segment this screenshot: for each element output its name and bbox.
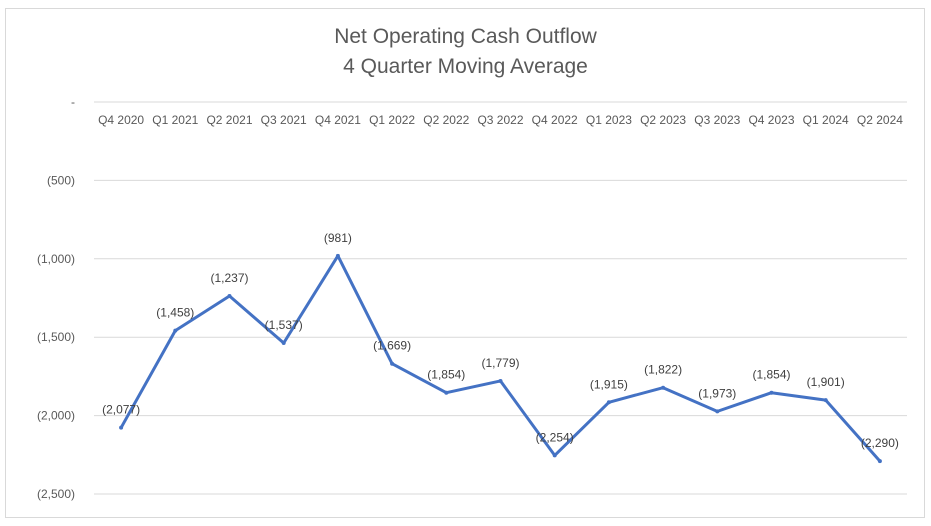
x-tick-label: Q2 2023: [640, 113, 686, 127]
x-tick-label: Q3 2023: [694, 113, 740, 127]
y-tick-label: (500): [47, 173, 75, 187]
data-point: [444, 390, 449, 395]
data-point: [119, 425, 124, 430]
data-point: [552, 453, 557, 458]
x-tick-label: Q1 2021: [152, 113, 198, 127]
x-tick-label: Q4 2021: [315, 113, 361, 127]
data-label: (2,077): [102, 403, 140, 417]
data-label: (1,237): [210, 271, 248, 285]
data-label: (1,458): [156, 306, 194, 320]
x-tick-label: Q1 2022: [369, 113, 415, 127]
data-point: [227, 293, 232, 298]
y-tick-label: (2,000): [37, 409, 75, 423]
chart-frame: [5, 8, 925, 518]
x-tick-label: Q3 2021: [261, 113, 307, 127]
x-tick-label: Q1 2023: [586, 113, 632, 127]
data-label: (1,669): [373, 339, 411, 353]
y-tick-label: (1,500): [37, 330, 75, 344]
data-label: (1,822): [644, 363, 682, 377]
x-tick-label: Q1 2024: [803, 113, 849, 127]
data-label: (1,915): [590, 377, 628, 391]
y-tick-label: -: [71, 95, 75, 109]
x-tick-label: Q2 2021: [206, 113, 252, 127]
chart-title: Net Operating Cash Outflow 4 Quarter Mov…: [0, 22, 931, 82]
data-label: (1,779): [481, 356, 519, 370]
data-label: (981): [324, 231, 352, 245]
data-point: [498, 378, 503, 383]
x-tick-label: Q3 2022: [477, 113, 523, 127]
data-label: (1,901): [807, 375, 845, 389]
data-label: (2,290): [861, 436, 899, 450]
chart-title-line2: 4 Quarter Moving Average: [343, 55, 588, 78]
data-point: [661, 385, 666, 390]
data-point: [281, 341, 286, 346]
data-point: [715, 409, 720, 414]
y-tick-label: (1,000): [37, 252, 75, 266]
x-tick-label: Q4 2022: [532, 113, 578, 127]
x-tick-label: Q4 2023: [748, 113, 794, 127]
y-tick-label: (2,500): [37, 487, 75, 501]
chart-title-line1: Net Operating Cash Outflow: [334, 25, 597, 48]
data-point: [335, 253, 340, 258]
data-label: (1,854): [752, 368, 790, 382]
data-label: (2,254): [536, 430, 574, 444]
data-point: [877, 459, 882, 464]
data-point: [390, 361, 395, 366]
x-tick-label: Q2 2024: [857, 113, 903, 127]
data-point: [606, 400, 611, 405]
data-label: (1,854): [427, 368, 465, 382]
data-label: (1,973): [698, 386, 736, 400]
data-point: [823, 398, 828, 403]
data-point: [173, 328, 178, 333]
x-tick-label: Q2 2022: [423, 113, 469, 127]
x-tick-label: Q4 2020: [98, 113, 144, 127]
data-label: (1,537): [265, 318, 303, 332]
data-point: [769, 390, 774, 395]
